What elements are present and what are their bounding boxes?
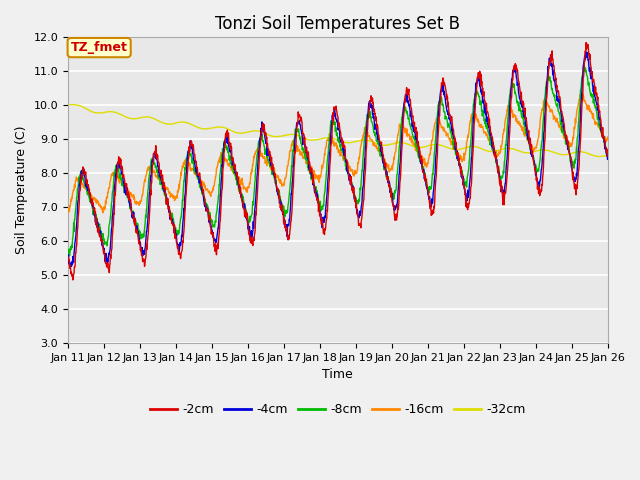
- X-axis label: Time: Time: [323, 368, 353, 381]
- Legend: -2cm, -4cm, -8cm, -16cm, -32cm: -2cm, -4cm, -8cm, -16cm, -32cm: [145, 398, 531, 421]
- Y-axis label: Soil Temperature (C): Soil Temperature (C): [15, 126, 28, 254]
- Text: TZ_fmet: TZ_fmet: [71, 41, 127, 54]
- Title: Tonzi Soil Temperatures Set B: Tonzi Soil Temperatures Set B: [215, 15, 460, 33]
